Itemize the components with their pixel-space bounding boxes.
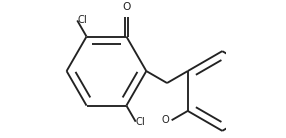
Text: O: O	[161, 115, 169, 125]
Text: Cl: Cl	[136, 117, 146, 127]
Text: O: O	[122, 2, 131, 12]
Text: Cl: Cl	[77, 15, 87, 25]
